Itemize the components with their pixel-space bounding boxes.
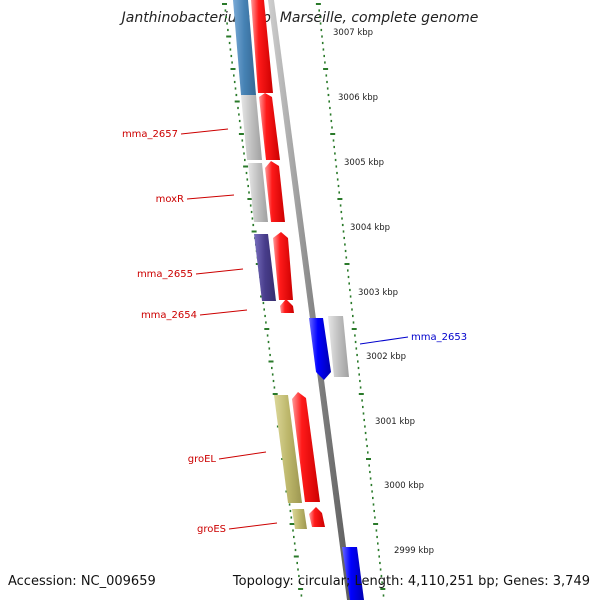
leader-line-mma-2655 — [195, 268, 244, 275]
leader-line-mma-2657 — [180, 128, 229, 135]
gene-arrow-groes — [309, 507, 325, 527]
scale-label: 3002 kbp — [366, 352, 406, 362]
gene-arrow-mma-2653 — [309, 318, 331, 380]
gene-label-groel[interactable]: groEL — [188, 454, 217, 465]
scale-label: 3004 kbp — [350, 223, 390, 233]
gene-label-mma-2655[interactable]: mma_2655 — [137, 269, 193, 280]
gene-label-mma-2654[interactable]: mma_2654 — [141, 310, 197, 321]
leader-line-mma-2654 — [199, 309, 248, 316]
gene-arrow-mma-2655 — [273, 232, 293, 300]
gene-label-moxr[interactable]: moxR — [156, 194, 184, 205]
gene-arrow-mma-2654 — [280, 299, 294, 313]
leader-line-moxr — [186, 194, 235, 200]
scale-label: 3007 kbp — [333, 28, 373, 38]
accession-text: Accession: NC_009659 — [8, 574, 156, 589]
cog-bar-khaki-groel — [274, 395, 302, 503]
gene-label-mma-2657[interactable]: mma_2657 — [122, 129, 178, 140]
scale-label: 3001 kbp — [375, 417, 415, 427]
gene-arrow-upstream — [251, 0, 273, 93]
leader-line-groel — [218, 451, 267, 460]
cog-bar-steelblue — [233, 0, 256, 95]
gene-arrow-mma-2657 — [259, 93, 280, 160]
scale-label: 3000 kbp — [384, 481, 424, 491]
gene-label-groes[interactable]: groES — [197, 524, 226, 535]
scale-label: 3006 kbp — [338, 93, 378, 103]
leader-line-groes — [228, 522, 278, 530]
genome-backbone — [268, 0, 353, 600]
map-title: Janthinobacterium sp. Marseille, complet… — [121, 10, 479, 26]
gene-arrow-groel — [292, 392, 320, 502]
cog-bar-gray-mma-2657 — [241, 95, 262, 160]
gene-arrow-downstream — [342, 547, 364, 600]
scale-labels: 3007 kbp 3006 kbp 3005 kbp 3004 kbp 3003… — [333, 28, 434, 556]
cog-bar-khaki-groes — [292, 509, 307, 529]
gene-label-mma-2653[interactable]: mma_2653 — [411, 332, 467, 343]
scale-label: 2999 kbp — [394, 546, 434, 556]
cog-bar-gray-mma-2653 — [328, 316, 349, 377]
genome-summary-text: Topology: circular; Length: 4,110,251 bp… — [232, 574, 590, 589]
cog-bar-gray-moxr — [248, 163, 268, 222]
gene-arrow-moxr — [265, 161, 285, 222]
gene-labels: mma_2657 moxR mma_2655 mma_2654 mma_2653… — [122, 129, 467, 535]
leader-line-mma-2653 — [359, 336, 409, 345]
outer-tick-marks — [315, 3, 386, 597]
scale-label: 3003 kbp — [358, 288, 398, 298]
scale-label: 3005 kbp — [344, 158, 384, 168]
cog-bar-slate-mma-2655 — [254, 234, 276, 301]
